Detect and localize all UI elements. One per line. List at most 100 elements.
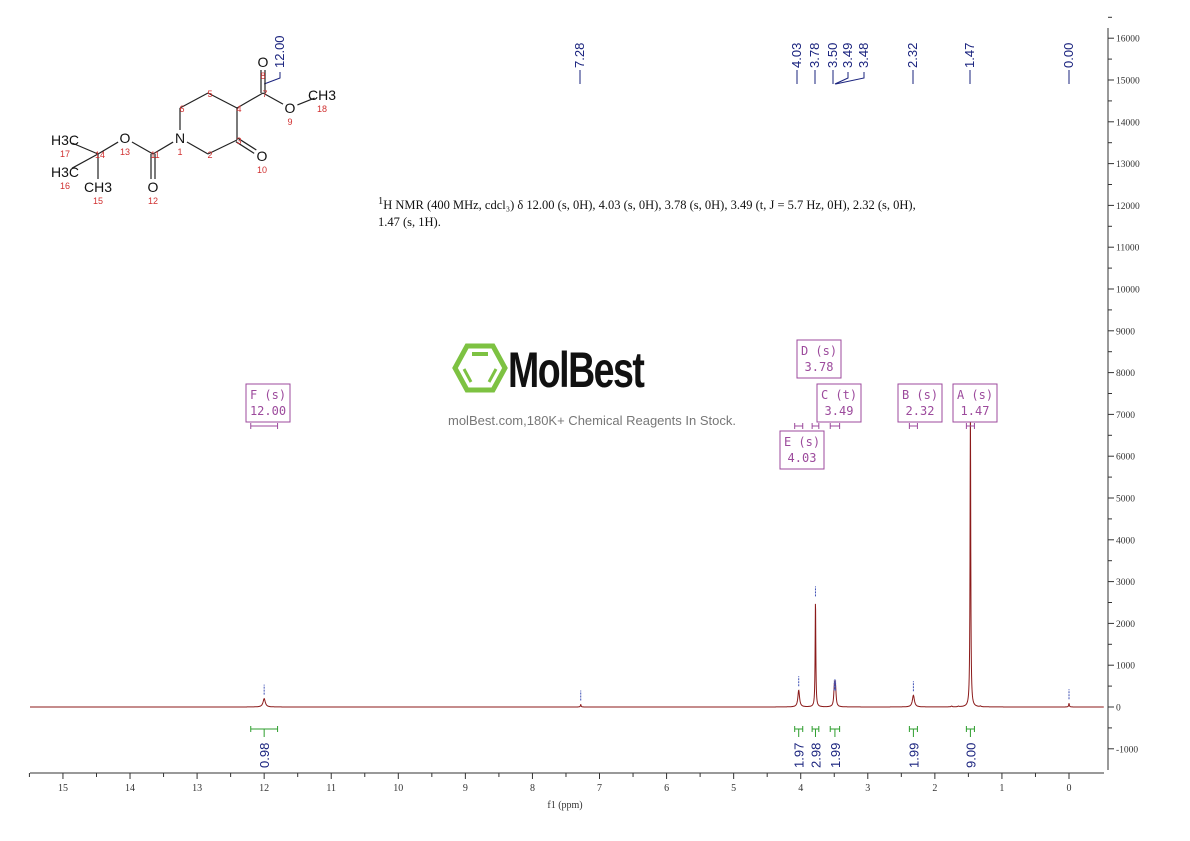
- x-tick-label: 9: [463, 783, 468, 794]
- structure-atom-number: 12: [148, 196, 158, 206]
- peak-label: 3.50: [825, 43, 840, 68]
- multiplet-value: 1.47: [961, 404, 990, 418]
- multiplet-range: [250, 423, 279, 429]
- x-tick-label: 14: [125, 783, 135, 794]
- peak-label: 2.32: [905, 43, 920, 68]
- structure-atom-number: 13: [120, 147, 130, 157]
- structure-bond: [297, 97, 315, 106]
- structure-bond: [186, 141, 209, 155]
- nmr-description: 1H NMR (400 MHz, cdcl₃) δ 12.00 (s, 0H),…: [378, 193, 918, 231]
- y-tick-label: 3000: [1116, 578, 1135, 588]
- structure-atom-number: 10: [257, 165, 267, 175]
- structure-atom-symbol: N: [175, 130, 185, 146]
- multiplet-box: [952, 383, 998, 423]
- multiplet-box: [897, 383, 943, 423]
- structure-atom-number: 5: [207, 89, 212, 99]
- multiplet-label: F (s): [250, 388, 286, 402]
- structure-double-bond: [237, 137, 257, 151]
- multiplet-range: [965, 423, 975, 429]
- multiplet-value: 4.03: [788, 451, 817, 465]
- x-tick-label: 2: [932, 783, 937, 794]
- integral-bracket: [829, 726, 841, 737]
- x-tick-label: 7: [597, 783, 602, 794]
- y-tick-label: 11000: [1116, 244, 1140, 254]
- structure-double-bond: [235, 141, 255, 154]
- y-tick-label: 10000: [1116, 286, 1140, 296]
- description-superscript: 1: [378, 196, 384, 207]
- multiplet-range: [908, 423, 918, 429]
- integral-bracket: [794, 726, 804, 737]
- integral-value: 2.98: [808, 743, 823, 768]
- structure-atom-symbol: CH3: [308, 87, 336, 103]
- structure-atom-number: 18: [317, 104, 327, 114]
- y-tick-label: 15000: [1116, 77, 1140, 87]
- multiplet-box: [816, 383, 862, 423]
- multiplet-label: D (s): [801, 344, 837, 358]
- peak-label-connector: [835, 72, 865, 85]
- x-tick-label: 13: [192, 783, 202, 794]
- description-text: H NMR (400 MHz, cdcl₃) δ 12.00 (s, 0H), …: [378, 198, 916, 230]
- structure-bond: [71, 153, 99, 169]
- x-tick-label: 3: [865, 783, 870, 794]
- structure-atom-number: 1: [177, 147, 182, 157]
- integral-value: 0.98: [257, 743, 272, 768]
- y-tick-label: 4000: [1116, 536, 1135, 546]
- structure-atom-number: 3: [236, 136, 241, 146]
- multiplet-box: [779, 430, 825, 470]
- y-tick-label: 6000: [1116, 453, 1135, 463]
- structure-atom-symbol: H3C: [51, 164, 79, 180]
- peak-label: 12.00: [272, 35, 287, 68]
- structure-atom-number: 9: [287, 117, 292, 127]
- multiplet-label: C (t): [821, 388, 857, 402]
- structure-bond: [262, 92, 284, 105]
- peak-label: 0.00: [1061, 43, 1076, 68]
- multiplet-range: [829, 423, 841, 429]
- structure-atom-number: 16: [60, 181, 70, 191]
- x-tick-label: 8: [530, 783, 535, 794]
- integral-bracket: [908, 726, 918, 737]
- multiplet-value: 12.00: [250, 404, 286, 418]
- multiplet-value: 3.78: [805, 360, 834, 374]
- structure-atom-number: 2: [207, 150, 212, 160]
- y-tick-label: -1000: [1116, 745, 1138, 755]
- x-tick-label: 11: [326, 783, 336, 794]
- multiplet-box: [245, 383, 291, 423]
- x-tick-label: 0: [1067, 783, 1072, 794]
- structure-atom-number: 11: [150, 150, 159, 160]
- y-tick-label: 12000: [1116, 202, 1140, 212]
- x-tick-label: 12: [259, 783, 269, 794]
- multiplet-box: [796, 339, 842, 379]
- y-tick-label: 7000: [1116, 411, 1135, 421]
- spectrum-line: [30, 406, 1104, 708]
- y-tick-label: 0: [1116, 704, 1121, 714]
- y-tick-label: 1000: [1116, 662, 1135, 672]
- structure-atom-symbol: O: [148, 179, 159, 195]
- x-tick-label: 4: [798, 783, 803, 794]
- structure-bond: [207, 92, 238, 109]
- structure-atom-number: 6: [179, 104, 184, 114]
- structure-atom-number: 14: [95, 150, 105, 160]
- y-tick-label: 14000: [1116, 118, 1140, 128]
- x-axis-label: f1 (ppm): [547, 800, 582, 811]
- structure-atom-number: 15: [93, 196, 103, 206]
- x-tick-label: 10: [393, 783, 403, 794]
- peak-label-connector: [263, 72, 281, 85]
- peak-label-connector: [834, 72, 849, 85]
- structure-atom-symbol: O: [285, 100, 296, 116]
- watermark-logo-text: MolBest: [508, 342, 645, 398]
- multiplet-value: 2.32: [906, 404, 935, 418]
- structure-atom-symbol: CH3: [84, 179, 112, 195]
- multiplet-range: [794, 423, 804, 429]
- x-tick-label: 6: [664, 783, 669, 794]
- y-tick-label: 5000: [1116, 495, 1135, 505]
- integral-value: 9.00: [963, 743, 978, 768]
- structure-atom-number: 17: [60, 149, 70, 159]
- multiplet-label: B (s): [902, 388, 938, 402]
- integral-value: 1.99: [906, 743, 921, 768]
- integral-value: 1.99: [828, 743, 843, 768]
- y-tick-label: 16000: [1116, 35, 1140, 45]
- structure-atom-symbol: O: [258, 54, 269, 70]
- multiplet-value: 3.49: [825, 404, 854, 418]
- y-tick-label: 8000: [1116, 369, 1135, 379]
